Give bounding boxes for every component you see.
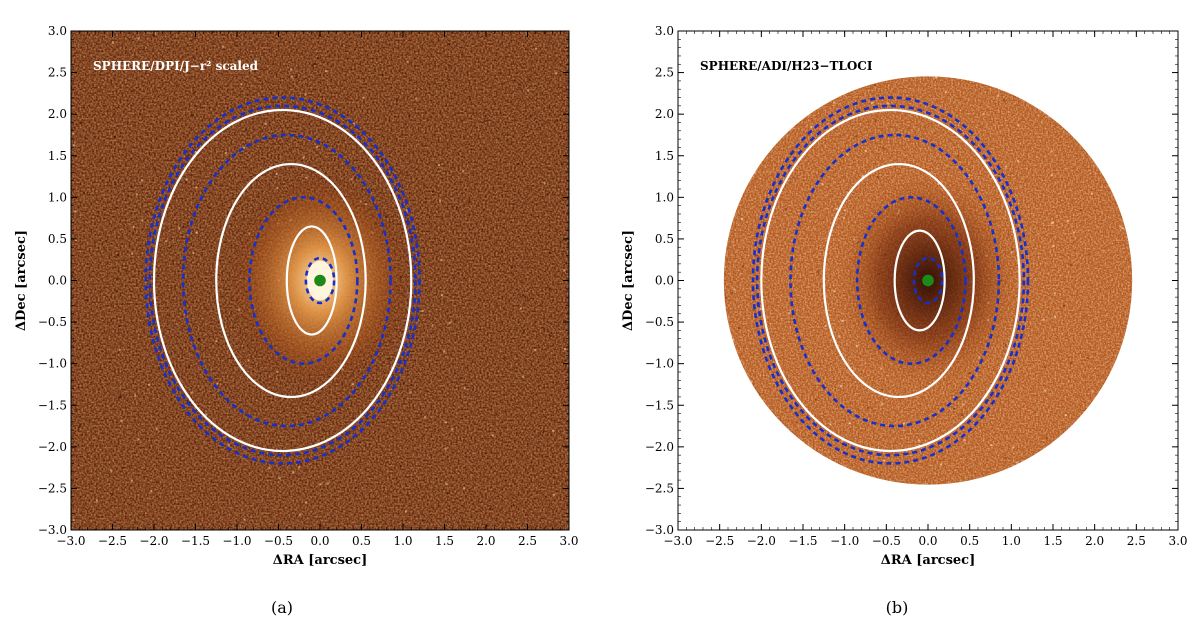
y-tick-label: 2.0 bbox=[655, 107, 674, 121]
panel-title: SPHERE/ADI/H23−TLOCI bbox=[700, 59, 873, 73]
x-axis-title: ΔRA [arcsec] bbox=[881, 553, 976, 568]
y-tick-label: −3.0 bbox=[38, 523, 67, 537]
panel-title: SPHERE/DPI/J−r² scaled bbox=[93, 59, 259, 73]
white-ellipse-1 bbox=[215, 162, 367, 399]
blue-dashed-ellipse-4 bbox=[248, 196, 359, 365]
y-tick-label: 2.5 bbox=[655, 66, 674, 80]
blue-dashed-ellipse-3 bbox=[304, 256, 336, 305]
y-tick-label: 0.5 bbox=[655, 232, 674, 246]
x-tick-label: 1.0 bbox=[1002, 534, 1021, 548]
y-tick-label: −1.0 bbox=[38, 357, 67, 371]
blue-dashed-ellipse-4 bbox=[855, 196, 967, 365]
x-tick-label: 1.5 bbox=[435, 534, 454, 548]
x-tick-label: −3.0 bbox=[663, 534, 692, 548]
x-tick-label: −2.5 bbox=[98, 534, 127, 548]
y-tick-label: 3.0 bbox=[655, 24, 674, 38]
x-tick-label: 2.5 bbox=[1127, 534, 1146, 548]
x-tick-label: −1.5 bbox=[788, 534, 817, 548]
x-tick-label: 2.0 bbox=[476, 534, 495, 548]
y-tick-label: 2.5 bbox=[48, 66, 67, 80]
blue-dashed-ellipse-7 bbox=[144, 96, 421, 465]
panel-a: −3.0 −2.5 −2.0 −1.5 −1.0 −0.5 0.0 0.5 1.0 1.5 2.0 2… bbox=[14, 24, 579, 617]
y-tick-label: −2.0 bbox=[645, 440, 674, 454]
x-tick-label: 0.5 bbox=[960, 534, 979, 548]
blue-dashed-ellipse-7 bbox=[751, 96, 1030, 465]
x-tick-label: −2.5 bbox=[705, 534, 734, 548]
blue-dashed-ellipse-3 bbox=[912, 256, 944, 305]
y-tick-label: 1.0 bbox=[48, 190, 67, 204]
y-tick-label: −2.0 bbox=[38, 440, 67, 454]
blue-dashed-ellipse-5 bbox=[181, 133, 392, 428]
x-axis-title: ΔRA [arcsec] bbox=[273, 553, 368, 568]
x-tick-label: −3.0 bbox=[56, 534, 85, 548]
star-marker bbox=[922, 274, 934, 287]
white-ellipse-0 bbox=[893, 229, 946, 332]
x-tick-label: 0.0 bbox=[310, 534, 329, 548]
x-tick-label: 1.0 bbox=[393, 534, 412, 548]
y-tick-label: 0.5 bbox=[48, 232, 67, 246]
blue-dashed-ellipse-6 bbox=[755, 104, 1026, 457]
x-tick-label: −1.0 bbox=[222, 534, 251, 548]
panel-b: −3.0 −2.5 −2.0 −1.5 −1.0 −0.5 0.0 0.5 1.0 1.5 2.0 2… bbox=[621, 24, 1188, 617]
y-tick-label: −2.5 bbox=[645, 481, 674, 495]
white-ellipse-2 bbox=[152, 108, 413, 453]
x-tick-label: 0.0 bbox=[918, 534, 937, 548]
x-tick-label: −1.0 bbox=[830, 534, 859, 548]
white-ellipse-2 bbox=[760, 108, 1021, 453]
blue-dashed-ellipse-6 bbox=[148, 104, 417, 457]
blue-dashed-ellipse-5 bbox=[789, 133, 1001, 428]
y-tick-label: 1.5 bbox=[655, 149, 674, 163]
x-tick-label: −0.5 bbox=[264, 534, 293, 548]
x-tick-label: −0.5 bbox=[872, 534, 901, 548]
y-tick-label: 2.0 bbox=[48, 107, 67, 121]
x-tick-label: 0.5 bbox=[352, 534, 371, 548]
y-tick-label: −1.5 bbox=[38, 398, 67, 412]
x-tick-label: −2.0 bbox=[747, 534, 776, 548]
panel-caption: (b) bbox=[886, 598, 909, 617]
x-tick-label: −2.0 bbox=[139, 534, 168, 548]
y-tick-label: 0.0 bbox=[655, 274, 674, 288]
star-marker bbox=[314, 274, 326, 287]
white-ellipse-0 bbox=[285, 225, 338, 336]
x-tick-label: 3.0 bbox=[559, 534, 578, 548]
x-tick-label: −1.5 bbox=[181, 534, 210, 548]
x-tick-label: 2.0 bbox=[1085, 534, 1104, 548]
y-tick-label: 1.5 bbox=[48, 149, 67, 163]
x-tick-label: 3.0 bbox=[1168, 534, 1187, 548]
y-tick-label: −2.5 bbox=[38, 481, 67, 495]
panel-caption: (a) bbox=[271, 598, 293, 617]
y-tick-label: −1.5 bbox=[645, 398, 674, 412]
y-axis-title: ΔDec [arcsec] bbox=[621, 230, 636, 331]
y-tick-label: −3.0 bbox=[645, 523, 674, 537]
x-tick-label: 2.5 bbox=[518, 534, 537, 548]
y-tick-label: −0.5 bbox=[38, 315, 67, 329]
y-tick-label: 0.0 bbox=[48, 274, 67, 288]
y-tick-label: −1.0 bbox=[645, 357, 674, 371]
white-ellipse-1 bbox=[822, 162, 975, 399]
y-tick-label: −0.5 bbox=[645, 315, 674, 329]
y-axis-title: ΔDec [arcsec] bbox=[14, 230, 29, 331]
x-tick-label: 1.5 bbox=[1043, 534, 1062, 548]
y-tick-label: 3.0 bbox=[48, 24, 67, 38]
y-tick-label: 1.0 bbox=[655, 190, 674, 204]
